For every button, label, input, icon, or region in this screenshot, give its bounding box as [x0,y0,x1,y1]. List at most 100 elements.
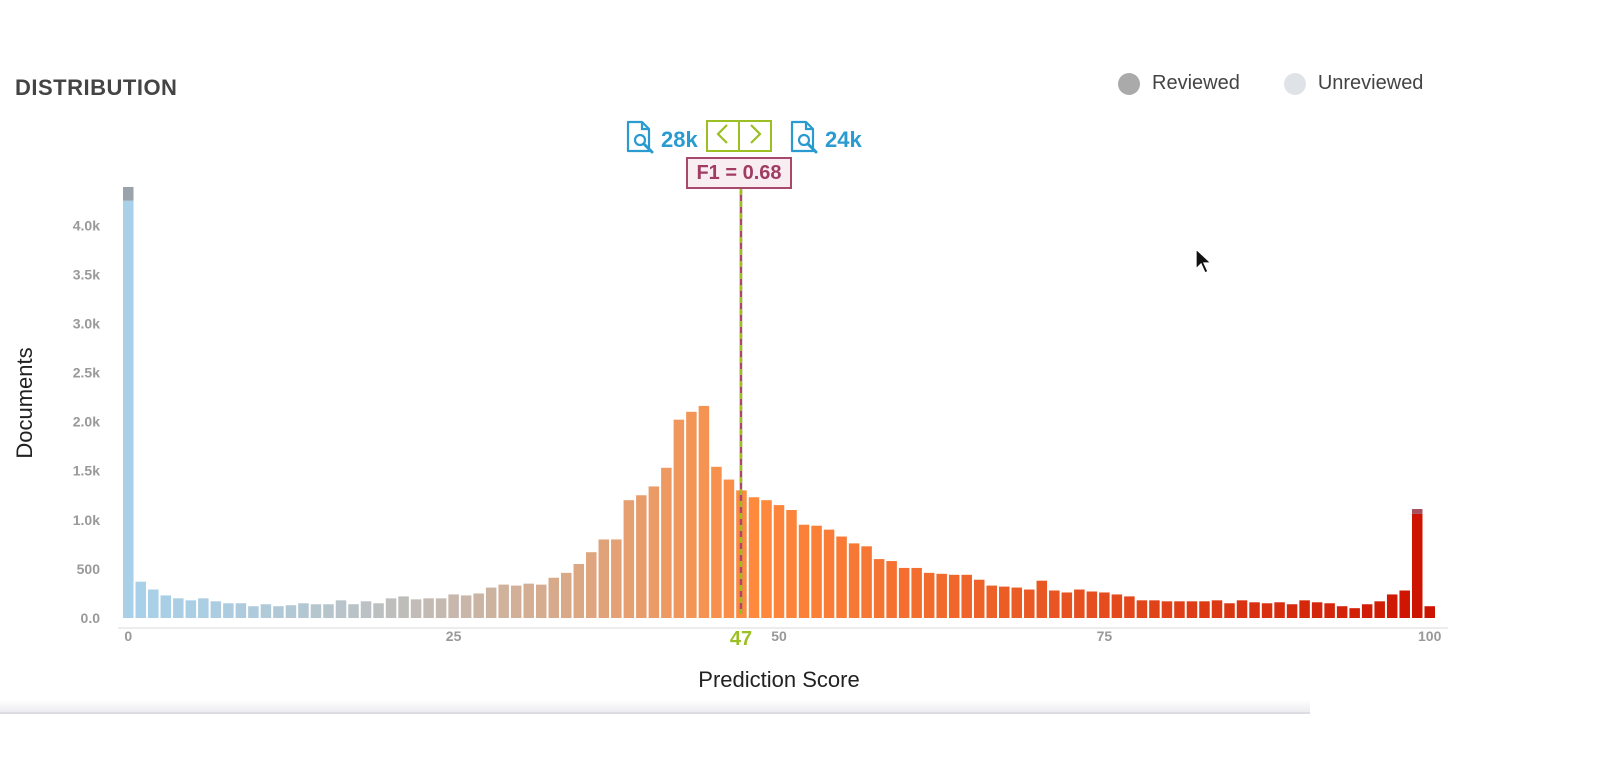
histogram-bar-unreviewed[interactable] [1124,596,1135,618]
histogram-bar-unreviewed[interactable] [898,567,910,618]
histogram-bar-unreviewed[interactable] [598,539,610,618]
histogram-bar-unreviewed[interactable] [1386,594,1398,618]
histogram-bar-reviewed[interactable] [123,186,134,201]
histogram-bar-unreviewed[interactable] [811,525,822,618]
histogram-bar-unreviewed[interactable] [510,585,522,618]
histogram-bar-unreviewed[interactable] [986,585,997,618]
histogram-bar-unreviewed[interactable] [786,510,797,618]
histogram-bar-unreviewed[interactable] [923,572,935,618]
histogram-bar-unreviewed[interactable] [999,586,1010,618]
legend-item-reviewed[interactable]: Reviewed [1118,72,1240,95]
histogram-bar-unreviewed[interactable] [1274,602,1285,618]
histogram-bar-unreviewed[interactable] [673,419,685,618]
histogram-bar-unreviewed[interactable] [961,574,972,618]
histogram-bar-unreviewed[interactable] [498,584,509,618]
histogram-bar-unreviewed[interactable] [1324,603,1335,618]
histogram-bar-unreviewed[interactable] [573,564,585,618]
histogram-bar-unreviewed[interactable] [1074,589,1085,618]
histogram-bar-unreviewed[interactable] [1336,606,1348,618]
histogram-bar-unreviewed[interactable] [686,411,697,618]
histogram-bar-unreviewed[interactable] [1286,604,1298,618]
threshold-next-button[interactable] [738,122,770,150]
histogram-bar-unreviewed[interactable] [460,595,472,618]
histogram-bar-unreviewed[interactable] [1311,602,1323,618]
histogram-bar-unreviewed[interactable] [360,601,372,618]
histogram-bar-unreviewed[interactable] [1186,601,1198,618]
histogram-bar-unreviewed[interactable] [1036,580,1048,618]
histogram-bar-unreviewed[interactable] [648,486,660,618]
histogram-bar-unreviewed[interactable] [1049,590,1060,618]
histogram-bar-unreviewed[interactable] [1136,600,1148,618]
histogram-bar-unreviewed[interactable] [1374,601,1385,618]
histogram-bar-unreviewed[interactable] [123,200,134,619]
above-threshold-documents-link[interactable]: 24k [789,120,862,160]
histogram-bar-unreviewed[interactable] [698,405,710,618]
histogram-bar-unreviewed[interactable] [711,466,722,618]
histogram-bar-unreviewed[interactable] [973,579,985,618]
histogram-bar-unreviewed[interactable] [1111,594,1123,618]
histogram-bar-unreviewed[interactable] [373,603,384,618]
histogram-bar-unreviewed[interactable] [398,596,409,618]
histogram-bar-unreviewed[interactable] [435,598,447,618]
histogram-bar-unreviewed[interactable] [723,479,735,618]
histogram-bar-unreviewed[interactable] [160,595,172,618]
histogram-bar-unreviewed[interactable] [848,543,860,618]
histogram-bar-unreviewed[interactable] [1361,604,1373,618]
histogram-bar-unreviewed[interactable] [235,603,247,618]
histogram-bar-unreviewed[interactable] [523,583,534,618]
histogram-bar-unreviewed[interactable] [1024,589,1035,618]
histogram-bar-unreviewed[interactable] [1211,600,1223,618]
below-threshold-documents-link[interactable]: 28k [625,120,698,160]
histogram-bar-unreviewed[interactable] [310,604,322,618]
histogram-bar-unreviewed[interactable] [873,559,885,618]
histogram-bar-unreviewed[interactable] [1224,603,1235,618]
histogram-bar-unreviewed[interactable] [1411,513,1423,618]
histogram-bar-unreviewed[interactable] [748,497,760,618]
histogram-bar-unreviewed[interactable] [485,587,497,618]
histogram-bar-unreviewed[interactable] [410,599,422,618]
histogram-bar-unreviewed[interactable] [773,505,785,618]
histogram-bar-unreviewed[interactable] [273,606,284,618]
histogram-bar-unreviewed[interactable] [260,604,272,618]
legend-item-unreviewed[interactable]: Unreviewed [1283,72,1423,95]
histogram-bar-unreviewed[interactable] [335,600,347,618]
histogram-bar-unreviewed[interactable] [1249,602,1260,618]
histogram-bar-unreviewed[interactable] [936,573,947,618]
histogram-bar-unreviewed[interactable] [1099,592,1110,618]
histogram-bar-unreviewed[interactable] [1424,606,1435,618]
threshold-marker[interactable]: 47 [730,189,752,650]
histogram-bar-unreviewed[interactable] [548,577,559,618]
histogram-bar-unreviewed[interactable] [1174,601,1185,618]
histogram-bar-unreviewed[interactable] [1061,592,1073,618]
histogram-bar-unreviewed[interactable] [535,584,547,618]
histogram-bar-unreviewed[interactable] [323,604,334,618]
histogram-bar-unreviewed[interactable] [636,495,647,618]
histogram-bar-unreviewed[interactable] [1399,590,1410,618]
histogram-bar-unreviewed[interactable] [1011,587,1023,618]
histogram-bar-unreviewed[interactable] [198,598,209,618]
histogram-bar-unreviewed[interactable] [185,600,197,618]
histogram-bar-unreviewed[interactable] [948,574,960,618]
histogram-bar-unreviewed[interactable] [1199,601,1210,618]
histogram-bar-unreviewed[interactable] [611,539,622,618]
histogram-bar-unreviewed[interactable] [1149,600,1160,618]
histogram-bar-unreviewed[interactable] [248,606,259,618]
histogram-bar-unreviewed[interactable] [173,598,184,618]
histogram-bar-unreviewed[interactable] [761,500,772,618]
histogram-bar-unreviewed[interactable] [448,594,459,618]
histogram-bar-unreviewed[interactable] [148,589,159,618]
histogram-bar-unreviewed[interactable] [223,603,234,618]
threshold-prev-button[interactable] [708,122,738,150]
histogram-bar-unreviewed[interactable] [661,467,672,618]
histogram-bar-unreviewed[interactable] [911,567,922,618]
histogram-bar-unreviewed[interactable] [1261,603,1273,618]
histogram-bar-unreviewed[interactable] [348,604,359,618]
histogram-bar-unreviewed[interactable] [423,598,434,618]
histogram-bar-unreviewed[interactable] [823,529,835,618]
histogram-bar-unreviewed[interactable] [1349,608,1360,618]
histogram-bar-unreviewed[interactable] [385,598,397,618]
histogram-bar-unreviewed[interactable] [1161,601,1173,618]
histogram-bar-unreviewed[interactable] [135,581,147,618]
histogram-bar-unreviewed[interactable] [473,593,484,618]
